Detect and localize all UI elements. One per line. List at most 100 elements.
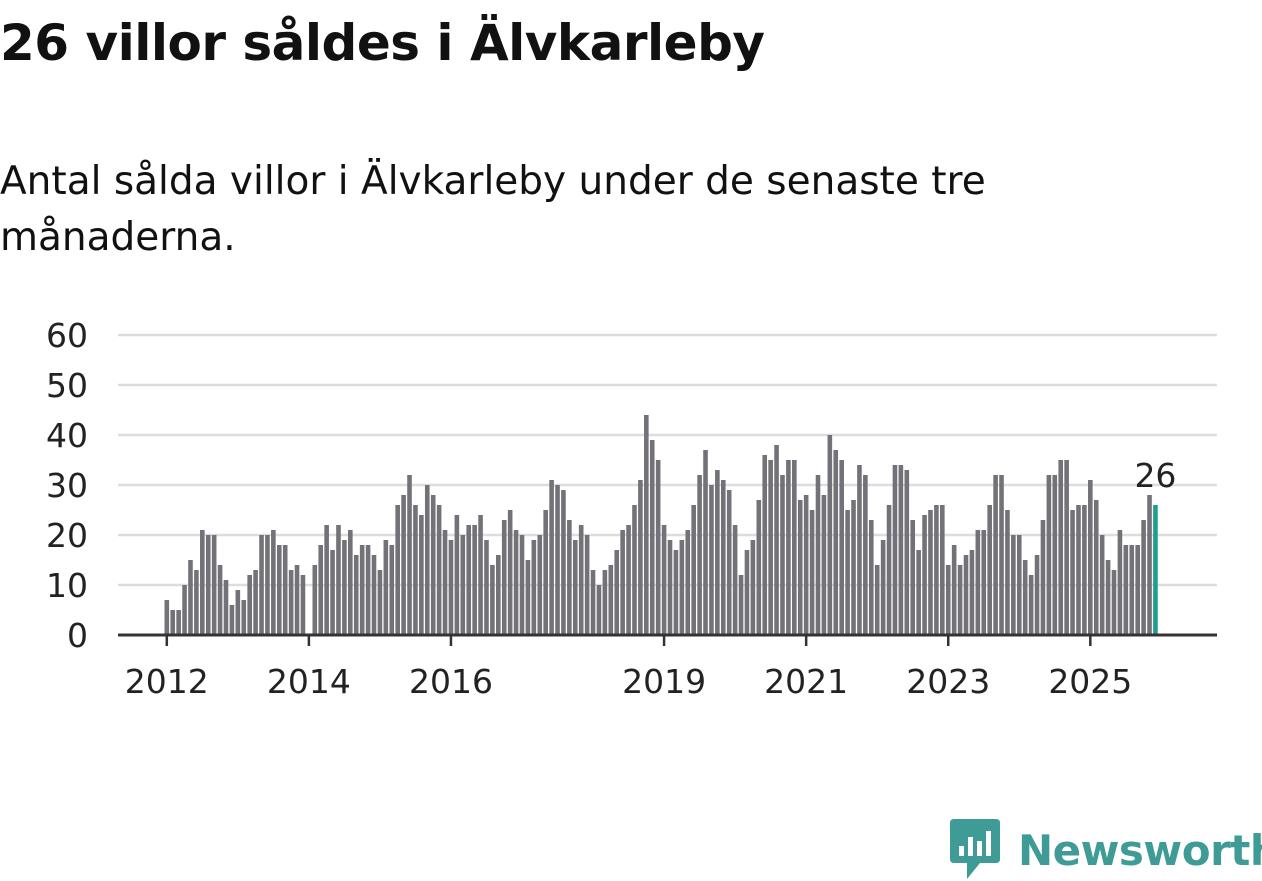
- bar: [1052, 475, 1058, 635]
- bar: [792, 460, 797, 635]
- bar: [490, 565, 495, 635]
- bar: [987, 505, 992, 635]
- newsworthy-logo: Newsworthy: [950, 819, 1262, 881]
- bar: [1129, 545, 1135, 635]
- bar: [922, 515, 927, 635]
- bar: [271, 530, 276, 635]
- y-tick-label: 40: [46, 416, 88, 455]
- bar: [1141, 520, 1146, 635]
- bar: [578, 525, 584, 635]
- bar: [969, 550, 975, 635]
- bar: [324, 525, 329, 635]
- bar: [1147, 495, 1152, 635]
- bar: [567, 520, 572, 635]
- bar: [945, 565, 951, 635]
- bar: [1105, 560, 1111, 635]
- bar: [194, 570, 199, 635]
- bar: [1111, 570, 1117, 635]
- bar: [1005, 510, 1010, 635]
- chart-subtitle: Antal sålda villor i Älvkarleby under de…: [0, 159, 986, 260]
- bar: [661, 525, 667, 635]
- bar: [407, 475, 412, 635]
- bar: [768, 460, 773, 635]
- bar: [774, 445, 779, 635]
- gridlines: [118, 333, 1217, 587]
- bar: [478, 515, 483, 635]
- bar: [1070, 510, 1075, 635]
- bar: [1123, 545, 1129, 635]
- bar: [1016, 535, 1022, 635]
- bar: [845, 510, 850, 635]
- bar: [703, 450, 708, 635]
- bar: [525, 560, 531, 635]
- bar: [957, 565, 963, 635]
- bar: [1040, 520, 1046, 635]
- bar: [590, 570, 596, 635]
- bar: [176, 610, 181, 635]
- bar: [857, 465, 862, 635]
- bar: [182, 585, 187, 635]
- bar: [910, 520, 916, 635]
- bar: [655, 460, 661, 635]
- bar: [466, 525, 472, 635]
- bar: [596, 585, 602, 635]
- bar: [951, 545, 957, 635]
- bar: [638, 480, 643, 635]
- bar: [715, 470, 720, 635]
- bar: [934, 505, 939, 635]
- bar: [572, 540, 578, 635]
- bar: [549, 480, 554, 635]
- bar: [1022, 560, 1028, 635]
- bar: [342, 540, 347, 635]
- x-tick-label: 2014: [267, 662, 351, 701]
- bar: [1093, 500, 1099, 635]
- bar: [940, 505, 945, 635]
- bar: [1028, 575, 1034, 635]
- bar: [442, 530, 448, 635]
- bar: [673, 550, 679, 635]
- bar: [644, 415, 649, 635]
- latest-value-label: 26: [1134, 456, 1176, 495]
- newsworthy-logo-icon: [950, 819, 1000, 879]
- bar: [336, 525, 341, 635]
- y-axis-ticks: 0 10 20 30 40 50 60: [46, 316, 88, 655]
- bar: [282, 545, 288, 635]
- bar: [697, 475, 702, 635]
- bar: [1088, 480, 1093, 635]
- chart-title: 26 villor såldes i Älvkarleby: [0, 14, 765, 72]
- x-tick-label: 2023: [906, 662, 990, 701]
- bar: [531, 540, 537, 635]
- bar: [365, 545, 371, 635]
- bar: [691, 505, 696, 635]
- bar: [229, 605, 235, 635]
- x-tick-label: 2025: [1048, 662, 1132, 701]
- bar: [874, 565, 880, 635]
- bar: [827, 435, 833, 635]
- bar: [916, 550, 921, 635]
- bar: [780, 475, 785, 635]
- bar: [200, 530, 205, 635]
- bar: [999, 475, 1004, 635]
- bar: [1046, 475, 1052, 635]
- bar: [294, 565, 300, 635]
- bar: [726, 490, 732, 635]
- bar: [241, 600, 247, 635]
- bar: [265, 535, 270, 635]
- bar: [300, 575, 306, 635]
- bar: [247, 575, 252, 635]
- bar: [720, 480, 726, 635]
- bar: [401, 495, 406, 635]
- bar: [649, 440, 655, 635]
- bar: [614, 550, 620, 635]
- bar: [851, 500, 856, 635]
- bar: [359, 545, 365, 635]
- bar: [709, 485, 714, 635]
- bar: [602, 570, 608, 635]
- bar: [679, 540, 685, 635]
- bar: [537, 535, 543, 635]
- bar: [880, 540, 886, 635]
- bar: [809, 510, 815, 635]
- y-tick-label: 50: [46, 366, 88, 405]
- bar-latest: [1153, 505, 1158, 635]
